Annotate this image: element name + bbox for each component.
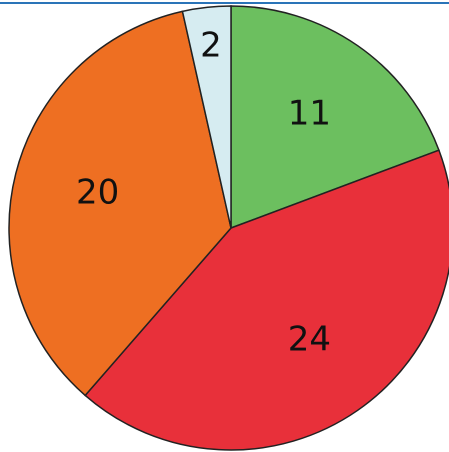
pie-slice — [230, 5, 440, 230]
data-label: 2 — [200, 26, 222, 66]
data-label: 20 — [76, 173, 119, 213]
pie-slice — [84, 149, 449, 451]
data-label: 11 — [288, 93, 331, 133]
pie-slice — [8, 10, 232, 397]
pie-slice — [181, 5, 232, 229]
data-label: 24 — [288, 320, 331, 360]
